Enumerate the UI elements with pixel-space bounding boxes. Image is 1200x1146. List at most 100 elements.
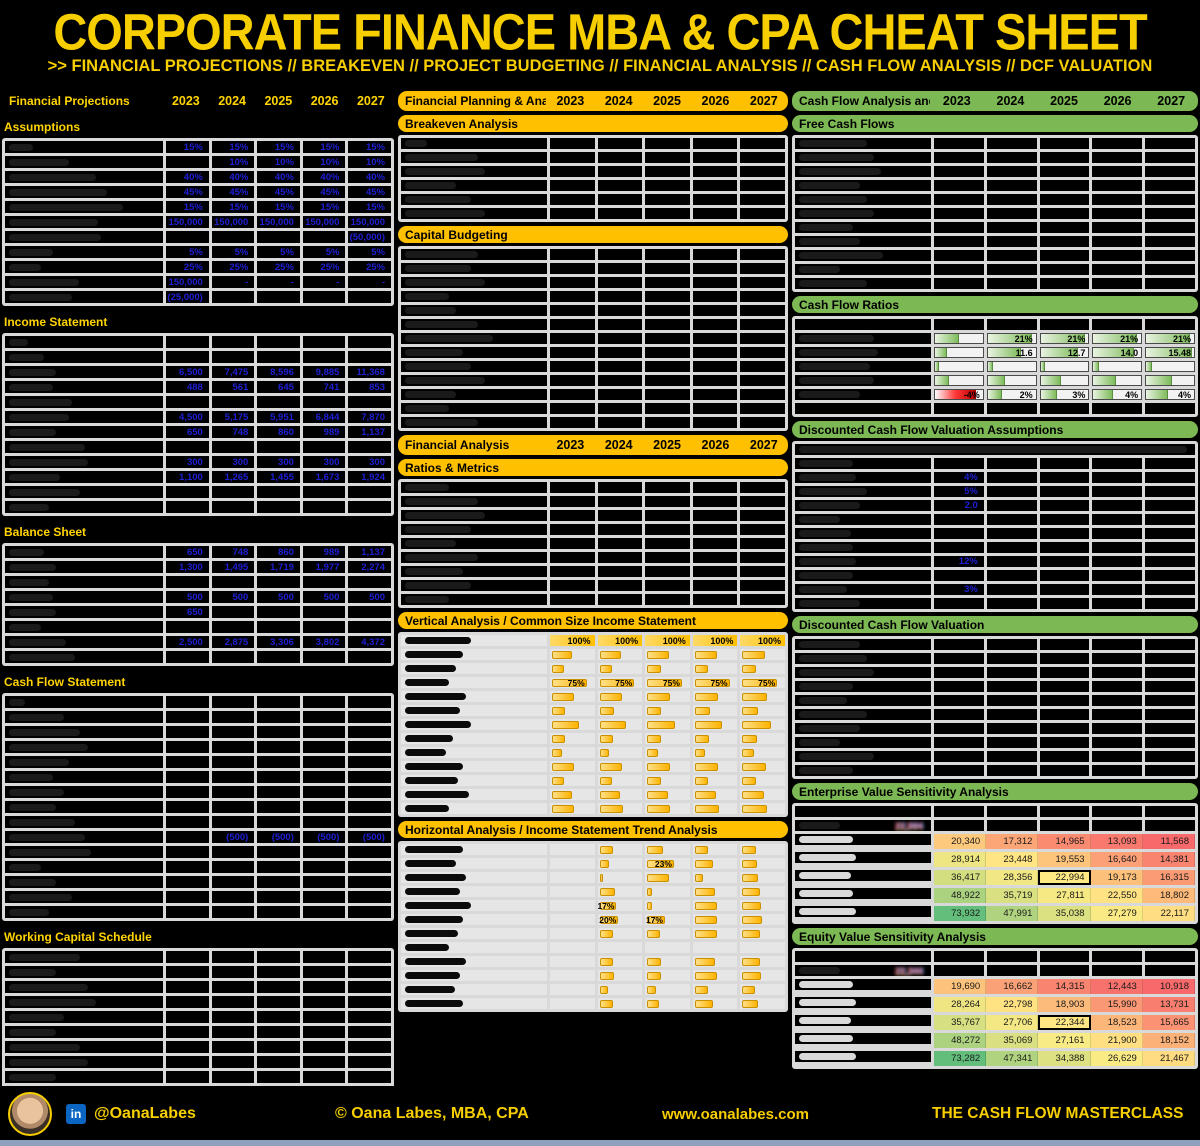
redacted-label — [9, 608, 57, 616]
cell — [986, 222, 1037, 233]
cell — [549, 775, 595, 786]
cell — [1092, 152, 1143, 163]
cell — [1039, 208, 1090, 219]
cell — [211, 486, 255, 498]
cell — [1039, 361, 1090, 372]
row-label — [795, 138, 931, 149]
cell: 2,274 — [348, 561, 391, 573]
cell — [740, 747, 785, 758]
cell — [1145, 806, 1195, 817]
cell: 45% — [166, 186, 209, 198]
cell — [597, 594, 643, 605]
table-row — [401, 663, 785, 674]
cell — [597, 208, 643, 219]
heatmap-row: 28,264 22,798 18,903 15,990 13,731 — [934, 997, 1195, 1012]
data-bar — [694, 734, 710, 743]
row-label — [5, 336, 164, 348]
cell: 150,000 — [348, 216, 391, 228]
cell — [597, 552, 643, 563]
row-label — [5, 996, 164, 1008]
redacted-label — [9, 968, 57, 976]
cell — [1092, 806, 1143, 817]
table-row — [795, 458, 1195, 469]
redacted-label — [799, 488, 867, 495]
data-bar — [694, 706, 711, 715]
year-header: 2027 — [1157, 94, 1186, 108]
redacted-label — [405, 707, 461, 714]
cell — [1145, 542, 1195, 553]
cell — [986, 458, 1037, 469]
section-header-assumptions: Assumptions — [4, 120, 81, 134]
cell: 2.0 — [934, 500, 984, 511]
cell — [1092, 208, 1143, 219]
table-row: 28,264 22,798 18,903 15,990 13,731 — [795, 997, 1195, 1012]
table-row — [795, 737, 1195, 748]
redacted-label — [405, 1000, 464, 1007]
redacted-label — [405, 196, 471, 203]
cell — [211, 1056, 255, 1068]
redacted-label — [799, 516, 840, 523]
cell — [740, 663, 785, 674]
cell — [211, 966, 255, 978]
cell — [166, 816, 209, 828]
table-row — [795, 152, 1195, 163]
cell — [692, 180, 738, 191]
heatmap-cell: 14,381 — [1142, 852, 1195, 867]
year-header: 2026 — [1103, 94, 1132, 108]
redacted-label — [9, 548, 44, 556]
cell — [986, 639, 1037, 650]
website-link[interactable]: www.oanalabes.com — [662, 1105, 809, 1123]
redacted-label — [9, 1043, 81, 1051]
cell — [645, 403, 690, 414]
redacted-label — [799, 196, 867, 203]
cell — [166, 906, 209, 918]
redacted-label — [799, 739, 840, 746]
cell — [1039, 751, 1090, 762]
cell: 15% — [257, 201, 300, 213]
cell — [645, 194, 690, 205]
cell — [1145, 264, 1195, 275]
cell — [692, 263, 738, 274]
table-row — [401, 733, 785, 744]
cell — [740, 333, 785, 344]
row-label — [401, 566, 547, 577]
cell — [740, 566, 785, 577]
cell — [645, 291, 690, 302]
table-row — [5, 621, 391, 633]
redacted-label — [405, 265, 471, 272]
cell: 1,137 — [348, 426, 391, 438]
data-bar — [647, 804, 671, 813]
cell — [257, 756, 300, 768]
cell: (500) — [302, 831, 346, 843]
cell: 12% — [934, 556, 984, 567]
section-vertical-analysis-common-size-income-statement: Vertical Analysis / Common Size Income S… — [398, 612, 788, 817]
cell — [934, 598, 984, 609]
data-bar — [599, 734, 613, 743]
data-bar: 75% — [742, 678, 778, 688]
cell — [597, 580, 643, 591]
cell — [1092, 514, 1143, 525]
redacted-label — [9, 443, 85, 451]
heatmap-cell: 28,914 — [934, 852, 987, 867]
heatmap-cell: 18,802 — [1142, 888, 1195, 903]
cell — [1145, 152, 1195, 163]
linkedin-handle[interactable]: @OanaLabes — [94, 1105, 196, 1122]
brand-text: THE CASH FLOW MASTERCLASS — [932, 1105, 1184, 1122]
redacted-label — [9, 368, 57, 376]
redacted-label — [799, 725, 861, 732]
cell — [934, 542, 984, 553]
data-bar — [742, 720, 772, 729]
row-label — [5, 636, 164, 648]
data-bar — [551, 734, 566, 743]
table-row — [401, 691, 785, 702]
redacted-label — [405, 526, 471, 533]
cell — [1092, 528, 1143, 539]
redacted-label — [405, 763, 464, 770]
cell — [549, 649, 595, 660]
linkedin-icon[interactable]: in — [66, 1104, 86, 1124]
redacted-label — [799, 572, 854, 579]
row-label — [795, 222, 931, 233]
cell — [1145, 403, 1195, 414]
cell — [986, 500, 1037, 511]
cell — [645, 263, 690, 274]
